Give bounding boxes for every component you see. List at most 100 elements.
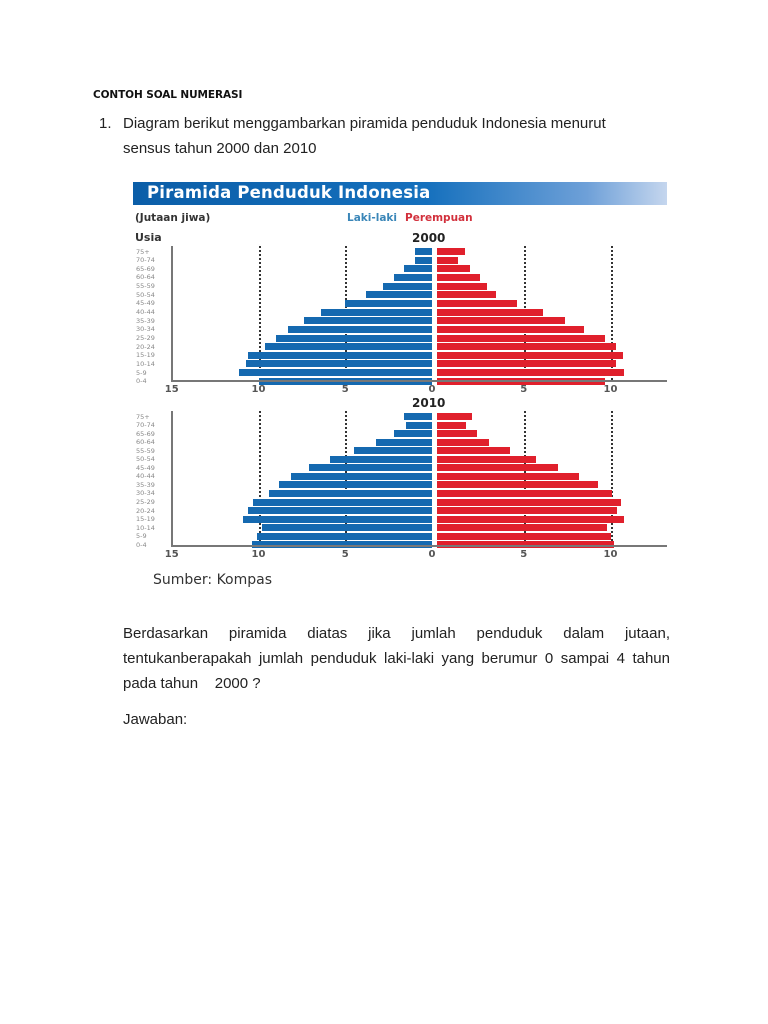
male-bar [345,299,432,307]
x-tick-label: 0 [428,384,436,395]
female-bar [437,489,613,497]
unit-label: (Jutaan jiwa) [135,212,211,224]
female-bar [437,273,481,281]
female-bar [437,413,472,420]
document-heading: CONTOH SOAL NUMERASI [93,89,243,101]
female-bar [437,524,608,532]
age-group-label: 40-44 [136,308,155,317]
x-tick-label: 15 [164,549,179,560]
female-bar [437,317,566,325]
x-tick-label: 5 [520,549,528,560]
prompt-line-3: pada tahun 2000 ? [123,675,261,692]
male-bar [279,481,432,489]
age-group-label: 60-64 [136,438,155,447]
age-group-label: 25-29 [136,498,155,506]
female-bar [437,455,536,463]
female-bar [437,291,496,299]
male-bar [248,351,432,359]
age-group-label: 75+ [136,412,150,421]
male-bar [405,421,432,429]
male-bar [376,438,432,446]
female-bar [437,438,490,446]
male-bar [329,455,432,463]
male-bar [242,515,432,523]
question-intro-line-2: sensus tahun 2000 dan 2010 [123,140,317,157]
female-bar [437,507,618,515]
female-bar [437,360,616,368]
female-bar [437,481,599,489]
y-axis-line [171,246,173,382]
x-tick-label: 10 [603,384,618,395]
figure-title-banner [133,182,667,205]
male-bar [275,334,432,342]
female-bar [437,334,606,342]
x-tick-label: 10 [603,549,618,560]
female-bar [437,282,488,290]
female-bar [437,541,614,549]
male-bar [366,291,432,299]
male-bar [404,413,432,420]
age-group-label: 65-69 [136,264,155,273]
male-bar [291,472,432,480]
female-bar [437,430,477,438]
x-tick-label: 0 [428,549,436,560]
female-bar [437,265,470,273]
answer-label: Jawaban: [123,711,188,728]
gridline [259,246,261,380]
male-bar [268,489,432,497]
female-bar [437,421,467,429]
age-group-label: 0-4 [136,540,147,549]
male-bar [393,273,432,281]
male-bar [414,256,432,264]
x-tick-label: 5 [341,384,349,395]
age-group-label: 30-34 [136,489,155,498]
x-axis-line [171,545,667,547]
male-bar [393,430,432,438]
female-bar [437,498,621,506]
male-bar [239,369,432,377]
female-bar [437,472,580,480]
x-tick-label: 10 [251,549,266,560]
age-group-label: 20-24 [136,342,155,351]
female-bar [437,299,517,307]
figure-title: Piramida Penduduk Indonesia [147,183,431,202]
female-bar [437,369,625,377]
age-group-label: 35-39 [136,480,155,489]
x-axis-line [171,380,667,382]
male-bar [261,524,432,532]
age-group-label: 55-59 [136,446,155,455]
female-bar [437,343,616,351]
female-bar [437,351,623,359]
age-group-label: 20-24 [136,506,155,515]
legend-female: Perempuan [405,212,473,224]
figure-source: Sumber: Kompas [153,572,273,588]
age-group-label: 45-49 [136,463,155,472]
male-bar [383,282,432,290]
age-group-label: 15-19 [136,351,155,360]
x-tick-label: 15 [164,384,179,395]
female-bar [437,447,510,455]
pyramid-year-title: 2000 [412,231,446,245]
male-bar [287,325,432,333]
female-bar [437,532,611,540]
age-group-label: 10-14 [136,359,155,368]
male-bar [404,265,432,273]
male-bar [265,343,432,351]
question-number: 1. [99,115,112,132]
age-group-label: 50-54 [136,290,155,299]
age-group-label: 65-69 [136,429,155,438]
age-group-label: 40-44 [136,472,155,481]
male-bar [353,447,432,455]
x-tick-label: 5 [341,549,349,560]
age-group-label: 55-59 [136,282,155,291]
pyramid-year-title: 2010 [412,396,446,410]
legend-male: Laki-laki [347,212,397,224]
age-group-label: 60-64 [136,273,155,282]
x-tick-label: 10 [251,384,266,395]
age-group-label: 75+ [136,247,150,256]
x-tick-label: 5 [520,384,528,395]
female-bar [437,515,625,523]
female-bar [437,325,585,333]
male-bar [248,507,432,515]
age-group-label: 35-39 [136,316,155,325]
